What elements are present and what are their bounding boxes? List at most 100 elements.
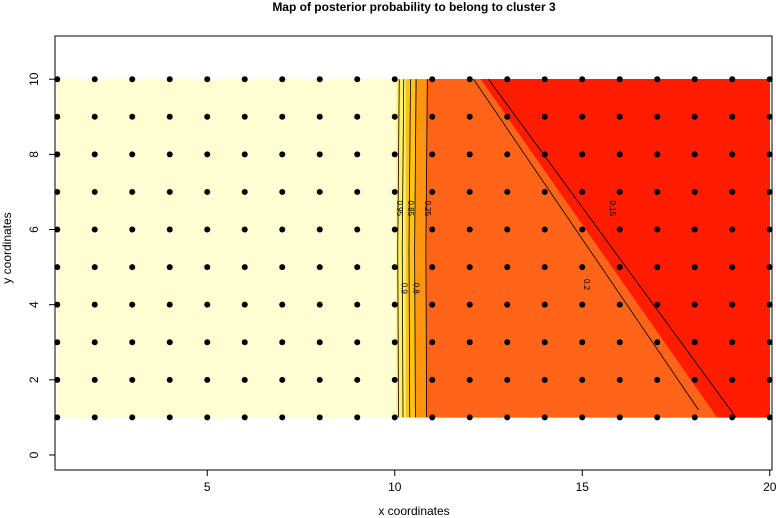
grid-point — [541, 188, 548, 195]
grid-point — [766, 414, 773, 421]
grid-point — [466, 151, 473, 158]
grid-point — [204, 339, 211, 346]
grid-point — [616, 264, 623, 271]
grid-point — [466, 339, 473, 346]
grid-point — [241, 339, 248, 346]
grid-point — [91, 151, 98, 158]
grid-point — [616, 113, 623, 120]
grid-point — [354, 339, 361, 346]
y-tick-label: 4 — [27, 301, 41, 308]
grid-point — [541, 414, 548, 421]
grid-point — [354, 301, 361, 308]
grid-point — [691, 301, 698, 308]
grid-point — [616, 414, 623, 421]
grid-point — [391, 301, 398, 308]
grid-point — [54, 151, 61, 158]
grid-point — [166, 301, 173, 308]
grid-point — [279, 151, 286, 158]
probability-region — [405, 78, 416, 418]
grid-point — [429, 226, 436, 233]
x-tick-label: 10 — [388, 480, 402, 494]
contour-label: 0.25 — [423, 201, 432, 217]
grid-point — [54, 339, 61, 346]
grid-point — [504, 113, 511, 120]
x-tick-label: 15 — [576, 480, 590, 494]
contour-label: 0.8 — [412, 283, 421, 295]
grid-point — [654, 414, 661, 421]
grid-point — [129, 376, 136, 383]
grid-point — [729, 376, 736, 383]
grid-point — [279, 376, 286, 383]
grid-point — [579, 376, 586, 383]
grid-point — [429, 339, 436, 346]
grid-point — [54, 376, 61, 383]
grid-point — [691, 414, 698, 421]
grid-point — [204, 188, 211, 195]
contour-label: 0.15 — [608, 201, 617, 217]
grid-point — [241, 414, 248, 421]
grid-point — [541, 301, 548, 308]
contour-label: 0.95 — [395, 201, 404, 217]
grid-point — [129, 188, 136, 195]
grid-point — [391, 76, 398, 83]
grid-point — [729, 226, 736, 233]
y-tick-label: 6 — [27, 226, 41, 233]
grid-point — [166, 376, 173, 383]
grid-point — [91, 76, 98, 83]
grid-point — [691, 76, 698, 83]
grid-point — [541, 226, 548, 233]
grid-point — [354, 414, 361, 421]
grid-point — [579, 188, 586, 195]
grid-point — [354, 76, 361, 83]
contour-line — [397, 79, 400, 418]
grid-point — [654, 301, 661, 308]
grid-point — [691, 264, 698, 271]
grid-point — [241, 76, 248, 83]
grid-point — [504, 151, 511, 158]
grid-point — [729, 264, 736, 271]
grid-point — [616, 339, 623, 346]
grid-point — [91, 264, 98, 271]
grid-point — [204, 113, 211, 120]
grid-point — [691, 151, 698, 158]
grid-point — [729, 414, 736, 421]
probability-region — [660, 379, 692, 418]
grid-point — [91, 301, 98, 308]
grid-point — [354, 264, 361, 271]
grid-point — [504, 188, 511, 195]
grid-point — [579, 339, 586, 346]
grid-point — [541, 339, 548, 346]
grid-point — [729, 301, 736, 308]
x-tick-label: 20 — [763, 480, 776, 494]
grid-point — [241, 113, 248, 120]
grid-point — [391, 188, 398, 195]
grid-point — [279, 76, 286, 83]
grid-point — [316, 188, 323, 195]
grid-point — [579, 264, 586, 271]
grid-point — [466, 376, 473, 383]
grid-point — [616, 151, 623, 158]
grid-point — [504, 226, 511, 233]
grid-point — [391, 151, 398, 158]
grid-point — [616, 188, 623, 195]
grid-point — [729, 339, 736, 346]
grid-point — [654, 76, 661, 83]
grid-point — [429, 76, 436, 83]
contour-label: 0.2 — [582, 279, 591, 291]
grid-point — [616, 76, 623, 83]
grid-point — [316, 414, 323, 421]
grid-point — [466, 76, 473, 83]
contour-line — [414, 79, 417, 418]
probability-region — [415, 78, 427, 418]
grid-point — [729, 188, 736, 195]
grid-point — [129, 301, 136, 308]
grid-point — [579, 151, 586, 158]
grid-point — [729, 76, 736, 83]
grid-point — [466, 188, 473, 195]
grid-point — [54, 76, 61, 83]
grid-point — [316, 226, 323, 233]
grid-point — [54, 113, 61, 120]
grid-point — [241, 226, 248, 233]
contour-line — [473, 78, 699, 411]
grid-point — [129, 113, 136, 120]
